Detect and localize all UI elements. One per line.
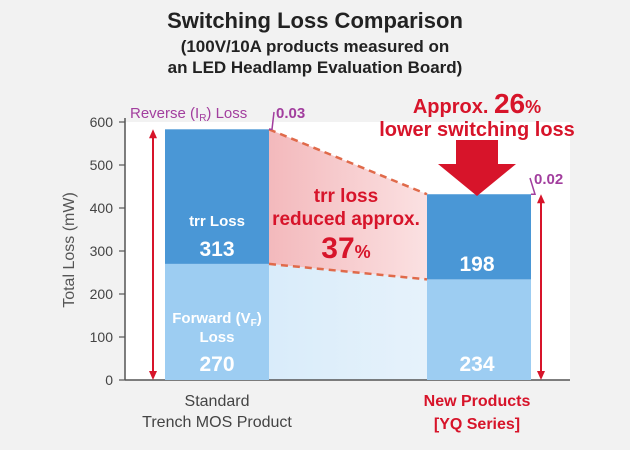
- chart-subtitle-line1: (100V/10A products measured on: [180, 37, 450, 56]
- category-standard-line2: Trench MOS Product: [142, 414, 292, 431]
- bar-standard-forward: [165, 263, 269, 380]
- reverse-loss-leader-new: [529, 177, 537, 195]
- y-tick-label: 400: [90, 200, 114, 216]
- bar-new-trr: [427, 194, 531, 280]
- approx-reduction-line1: Approx. 26%: [413, 88, 541, 119]
- trr-loss-label: trr Loss: [189, 213, 245, 230]
- trr-reduced-percent: 37%: [321, 232, 370, 265]
- trr-band-bottom-dash: [268, 262, 428, 281]
- category-standard-line1: Standard: [185, 393, 250, 410]
- reverse-loss-leader-standard: [269, 111, 275, 131]
- category-new-line2: [YQ Series]: [434, 416, 520, 433]
- category-new-line1: New Products: [424, 393, 531, 410]
- forward-value-new: 234: [459, 353, 494, 376]
- y-tick-label: 200: [90, 286, 114, 302]
- chart-subtitle-line2: an LED Headlamp Evaluation Board): [167, 58, 463, 77]
- trr-reduced-line2: reduced approx.: [272, 209, 420, 230]
- approx-reduction-line2: lower switching loss: [379, 119, 575, 141]
- y-tick-label: 600: [90, 114, 114, 130]
- forward-comparison-band: [269, 263, 427, 380]
- y-tick-label: 500: [90, 157, 114, 173]
- y-tick-label: 0: [105, 372, 113, 388]
- trr-value-standard: 313: [199, 238, 234, 261]
- reverse-loss-value-new: 0.02: [534, 171, 563, 188]
- trr-reduction-band: [269, 129, 427, 280]
- standard-total-arrow: [149, 129, 157, 380]
- reverse-loss-label: Reverse (IR) Loss: [130, 105, 247, 124]
- trr-reduced-line1: trr loss: [314, 186, 378, 207]
- y-tick-label: 100: [90, 329, 114, 345]
- y-tick-label: 300: [90, 243, 114, 259]
- trr-value-new: 198: [459, 253, 494, 276]
- y-axis-label: Total Loss (mW): [61, 192, 78, 308]
- reverse-loss-value-standard: 0.03: [276, 105, 305, 122]
- chart-title: Switching Loss Comparison: [167, 8, 463, 33]
- bar-standard-trr: [165, 129, 269, 264]
- reduction-down-arrow: [438, 140, 516, 196]
- forward-value-standard: 270: [199, 353, 234, 376]
- forward-loss-label-line2: Loss: [199, 329, 234, 346]
- forward-loss-label: Forward (VF): [172, 310, 261, 329]
- bar-new-forward: [427, 279, 531, 380]
- trr-band-top-dash: [268, 128, 428, 196]
- new-total-arrow: [537, 194, 545, 380]
